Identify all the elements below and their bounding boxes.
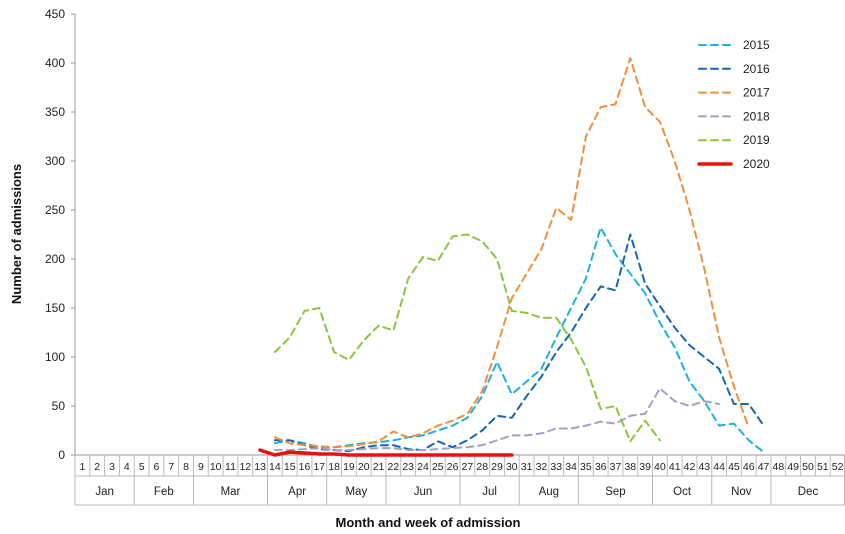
month-label: Aug <box>539 486 559 498</box>
y-tick-label: 300 <box>45 154 65 168</box>
x-tick-label: 51 <box>817 461 829 473</box>
x-tick-label: 47 <box>758 461 770 473</box>
x-tick-label: 19 <box>343 461 355 473</box>
x-tick-label: 18 <box>328 461 340 473</box>
x-tick-label: 32 <box>536 461 548 473</box>
series-line-2018 <box>273 387 721 452</box>
legend-label-2018: 2018 <box>743 109 770 123</box>
month-label: Dec <box>798 486 819 498</box>
series-line-2017 <box>273 57 750 449</box>
x-tick-label: 20 <box>358 461 370 473</box>
month-label: Mar <box>221 486 241 498</box>
x-tick-label: 17 <box>313 461 325 473</box>
month-label: Jan <box>95 486 114 498</box>
y-tick-label: 100 <box>45 350 65 364</box>
x-tick-label: 16 <box>299 461 311 473</box>
x-axis-title: Month and week of admission <box>336 515 521 530</box>
y-tick-label: 50 <box>52 399 66 413</box>
x-tick-label: 6 <box>154 461 160 473</box>
x-tick-label: 26 <box>447 461 459 473</box>
x-tick-label: 13 <box>254 461 266 473</box>
month-label: Feb <box>154 486 174 498</box>
x-tick-label: 28 <box>476 461 488 473</box>
series-line-2019 <box>273 233 661 443</box>
x-tick-label: 10 <box>210 461 222 473</box>
y-tick-label: 0 <box>58 448 65 462</box>
x-tick-label: 43 <box>698 461 710 473</box>
x-tick-label: 46 <box>743 461 755 473</box>
x-tick-label: 49 <box>787 461 799 473</box>
legend-label-2017: 2017 <box>743 86 770 100</box>
x-tick-label: 37 <box>610 461 622 473</box>
x-tick-label: 33 <box>550 461 562 473</box>
x-tick-label: 12 <box>239 461 251 473</box>
x-tick-label: 22 <box>388 461 400 473</box>
x-tick-label: 31 <box>521 461 533 473</box>
x-tick-label: 1 <box>79 461 85 473</box>
month-label: Sep <box>605 486 625 498</box>
month-label: Oct <box>673 486 692 498</box>
month-label: Nov <box>731 486 752 498</box>
x-tick-label: 44 <box>713 461 725 473</box>
x-tick-label: 15 <box>284 461 296 473</box>
x-tick-label: 34 <box>565 461 577 473</box>
x-tick-label: 39 <box>639 461 651 473</box>
x-tick-label: 14 <box>269 461 281 473</box>
x-tick-label: 7 <box>168 461 174 473</box>
x-tick-label: 5 <box>139 461 145 473</box>
x-tick-label: 25 <box>432 461 444 473</box>
x-tick-label: 36 <box>595 461 607 473</box>
series-line-2020 <box>258 448 514 457</box>
x-tick-label: 27 <box>462 461 474 473</box>
x-tick-label: 42 <box>684 461 696 473</box>
x-tick-label: 50 <box>802 461 814 473</box>
x-tick-label: 2 <box>94 461 100 473</box>
x-tick-label: 52 <box>832 461 844 473</box>
y-tick-label: 250 <box>45 203 65 217</box>
x-tick-label: 9 <box>198 461 204 473</box>
legend: 2015 2016 2017 2018 2019 2020 <box>697 38 770 171</box>
x-tick-label: 41 <box>669 461 681 473</box>
x-tick-label: 4 <box>124 461 130 473</box>
x-tick-label: 29 <box>491 461 503 473</box>
x-tick-label: 21 <box>373 461 385 473</box>
y-tick-label: 150 <box>45 301 65 315</box>
plot-area <box>258 57 765 457</box>
y-tick-label: 350 <box>45 105 65 119</box>
legend-label-2015: 2015 <box>743 38 770 52</box>
legend-label-2019: 2019 <box>743 133 770 147</box>
y-axis-title: Number of admissions <box>9 164 24 304</box>
month-label: May <box>345 486 367 498</box>
x-tick-label: 24 <box>417 461 429 473</box>
x-tick-label: 38 <box>624 461 636 473</box>
y-tick-label: 450 <box>45 7 65 21</box>
legend-label-2020: 2020 <box>743 157 770 171</box>
x-tick-label: 40 <box>654 461 666 473</box>
x-tick-label: 30 <box>506 461 518 473</box>
x-tick-label: 3 <box>109 461 115 473</box>
x-tick-label: 23 <box>402 461 414 473</box>
legend-label-2016: 2016 <box>743 62 770 76</box>
x-tick-label: 35 <box>580 461 592 473</box>
x-tick-label: 48 <box>773 461 785 473</box>
x-tick-label: 11 <box>225 461 236 473</box>
month-label: Jul <box>482 486 497 498</box>
month-label: Jun <box>414 486 433 498</box>
month-label: Apr <box>288 486 306 498</box>
y-tick-label: 400 <box>45 56 65 70</box>
x-tick-label: 8 <box>183 461 189 473</box>
y-tick-label: 200 <box>45 252 65 266</box>
series-line-2015 <box>273 226 765 454</box>
series-line-2016 <box>273 233 765 453</box>
x-tick-label: 45 <box>728 461 740 473</box>
